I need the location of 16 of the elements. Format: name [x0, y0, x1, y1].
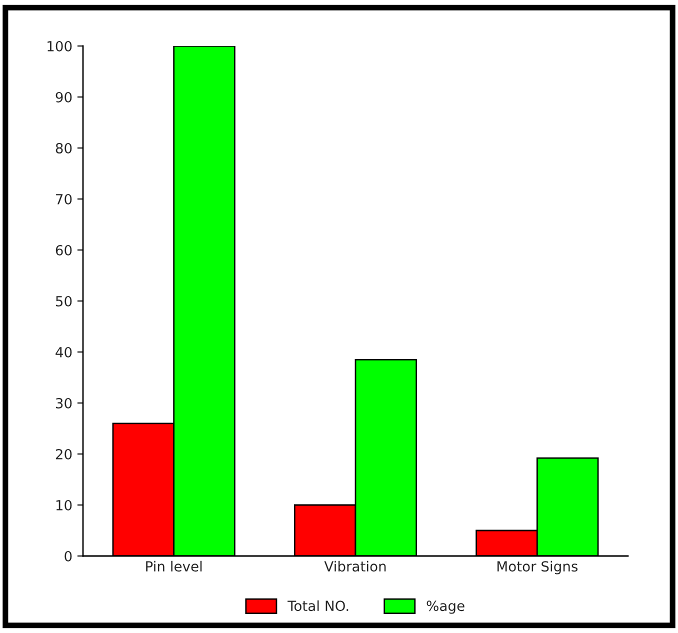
y-tick-label: 0 — [64, 550, 72, 562]
y-tick-label: 40 — [56, 346, 72, 358]
x-tick-label: Vibration — [324, 560, 386, 572]
y-tick-label: 30 — [56, 398, 72, 408]
legend-label: Total NO. — [288, 600, 348, 612]
y-tick-label: 70 — [56, 194, 72, 204]
x-tick-label: Motor Signs — [497, 560, 578, 574]
legend-label: %age — [426, 600, 464, 614]
y-tick-label: 90 — [56, 92, 72, 102]
y-tick-label: 50 — [56, 296, 72, 306]
y-tick-label: 80 — [56, 142, 72, 154]
y-tick-label: 10 — [56, 500, 72, 510]
y-tick-label: 100 — [48, 40, 72, 52]
x-tick-label: Pin level — [146, 560, 202, 572]
y-tick-label: 20 — [56, 448, 72, 460]
y-tick-label: 60 — [56, 244, 72, 256]
